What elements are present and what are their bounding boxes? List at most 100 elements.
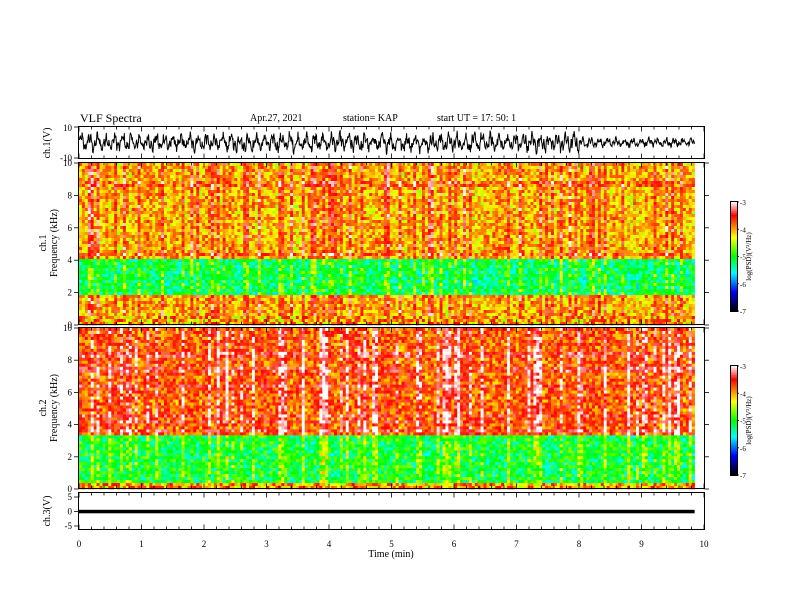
spectrogram-ch1-cell — [563, 193, 566, 196]
spectrogram-ch1-cell — [202, 229, 205, 232]
spectrogram-ch1-cell — [654, 169, 657, 172]
spectrogram-ch1-cell — [164, 196, 167, 199]
spectrogram-ch1-cell — [322, 214, 325, 217]
spectrogram-ch1-cell — [463, 217, 466, 220]
spectrogram-ch1-cell — [331, 181, 334, 184]
spectrogram-ch1-cell — [270, 220, 273, 223]
spectrogram-ch1-cell — [290, 199, 293, 202]
spectrogram-ch1-cell — [217, 229, 220, 232]
spectrogram-ch1-cell — [293, 214, 296, 217]
spectrogram-ch1-cell — [484, 232, 487, 235]
spectrogram-ch1-cell — [633, 229, 636, 232]
spectrogram-ch1-cell — [466, 196, 469, 199]
spectrogram-ch1-cell — [226, 184, 229, 187]
spectrogram-ch1-cell — [129, 229, 132, 232]
spectrogram-ch1-cell — [692, 196, 695, 199]
spectrogram-ch1-cell — [580, 229, 583, 232]
spectrogram-ch1-cell — [234, 196, 237, 199]
spectrogram-ch1-cell — [692, 190, 695, 193]
spectrogram-ch1-cell — [668, 211, 671, 214]
spectrogram-ch1-cell — [630, 205, 633, 208]
spectrogram-ch1-cell — [290, 175, 293, 178]
spectrogram-ch1-cell — [267, 220, 270, 223]
spectrogram-ch1-cell — [372, 178, 375, 181]
spectrogram-ch1-cell — [331, 196, 334, 199]
spectrogram-ch1-cell — [211, 181, 214, 184]
spectrogram-ch1-cell — [545, 178, 548, 181]
spectrogram-ch1-cell — [683, 223, 686, 226]
spectrogram-ch1-cell — [293, 220, 296, 223]
spectrogram-ch1-cell — [284, 196, 287, 199]
spectrogram-ch1-cell — [355, 172, 358, 175]
spectrogram-ch1-cell — [100, 232, 103, 235]
spectrogram-ch1-cell — [158, 220, 161, 223]
spectrogram-ch1-cell — [659, 184, 662, 187]
spectrogram-ch1-cell — [375, 202, 378, 205]
spectrogram-ch1-cell — [97, 229, 100, 232]
spectrogram-ch1-cell — [182, 205, 185, 208]
spectrogram-ch1-cell — [437, 172, 440, 175]
spectrogram-ch1-cell — [337, 184, 340, 187]
spectrogram-ch1-cell — [522, 163, 525, 166]
spectrogram-ch1-cell — [654, 190, 657, 193]
spectrogram-ch1-cell — [349, 205, 352, 208]
spectrogram-ch1-cell — [369, 211, 372, 214]
spectrogram-ch1-cell — [437, 193, 440, 196]
spectrogram-ch1-cell — [434, 232, 437, 235]
spectrogram-ch1-cell — [607, 214, 610, 217]
spectrogram-ch1-cell — [551, 175, 554, 178]
spectrogram-ch1-cell — [630, 199, 633, 202]
spectrogram-ch1-cell — [319, 181, 322, 184]
spectrogram-ch1-cell — [610, 217, 613, 220]
spectrogram-ch1-cell — [583, 181, 586, 184]
spectrogram-ch1-cell — [322, 163, 325, 166]
spectrogram-ch1-cell — [287, 181, 290, 184]
spectrogram-ch1-cell — [668, 205, 671, 208]
spectrogram-ch1-cell — [610, 181, 613, 184]
spectrogram-ch1-cell — [311, 181, 314, 184]
spectrogram-ch1-cell — [451, 172, 454, 175]
spectrogram-ch1-cell — [572, 217, 575, 220]
spectrogram-ch1-cell — [88, 181, 91, 184]
spectrogram-ch1-cell — [123, 199, 126, 202]
spectrogram-ch1-cell — [472, 187, 475, 190]
spectrogram-ch1-cell — [229, 226, 232, 229]
spectrogram-ch1-cell — [108, 232, 111, 235]
spectrogram-ch1-cell — [105, 172, 108, 175]
spectrogram-ch1-cell — [334, 178, 337, 181]
spectrogram-ch1-cell — [410, 181, 413, 184]
spectrogram-ch1-cell — [143, 190, 146, 193]
spectrogram-ch1-cell — [316, 223, 319, 226]
spectrogram-ch1-cell — [132, 166, 135, 169]
spectrogram-ch1-cell — [220, 202, 223, 205]
spectrogram-ch1-cell — [375, 172, 378, 175]
spectrogram-ch1-cell — [205, 163, 208, 166]
spectrogram-ch1-cell — [654, 166, 657, 169]
spectrogram-ch1-cell — [82, 202, 85, 205]
spectrogram-ch1-cell — [164, 178, 167, 181]
spectrogram-ch1-cell — [85, 217, 88, 220]
spectrogram-ch1-cell — [686, 229, 689, 232]
spectrogram-ch1-cell — [516, 196, 519, 199]
spectrogram-ch1-cell — [645, 166, 648, 169]
spectrogram-ch1-cell — [671, 229, 674, 232]
spectrogram-ch1-cell — [440, 172, 443, 175]
spectrogram-ch1-cell — [231, 202, 234, 205]
spectrogram-ch1-cell — [152, 190, 155, 193]
spectrogram-ch1-cell — [399, 172, 402, 175]
spectrogram-ch1-cell — [337, 220, 340, 223]
spectrogram-ch1-cell — [363, 175, 366, 178]
spectrogram-ch1-cell — [152, 229, 155, 232]
spectrogram-ch1-cell — [413, 187, 416, 190]
spectrogram-ch1-cell — [270, 163, 273, 166]
spectrogram-ch1-cell — [615, 175, 618, 178]
spectrogram-ch1-cell — [152, 211, 155, 214]
spectrogram-ch1-cell — [545, 217, 548, 220]
spectrogram-ch1-cell — [522, 187, 525, 190]
spectrogram-ch1-cell — [598, 169, 601, 172]
spectrogram-ch1-cell — [208, 175, 211, 178]
spectrogram-ch1-cell — [240, 190, 243, 193]
spectrogram-ch1-cell — [287, 172, 290, 175]
spectrogram-ch1-cell — [91, 205, 94, 208]
spectrogram-ch1-cell — [278, 226, 281, 229]
